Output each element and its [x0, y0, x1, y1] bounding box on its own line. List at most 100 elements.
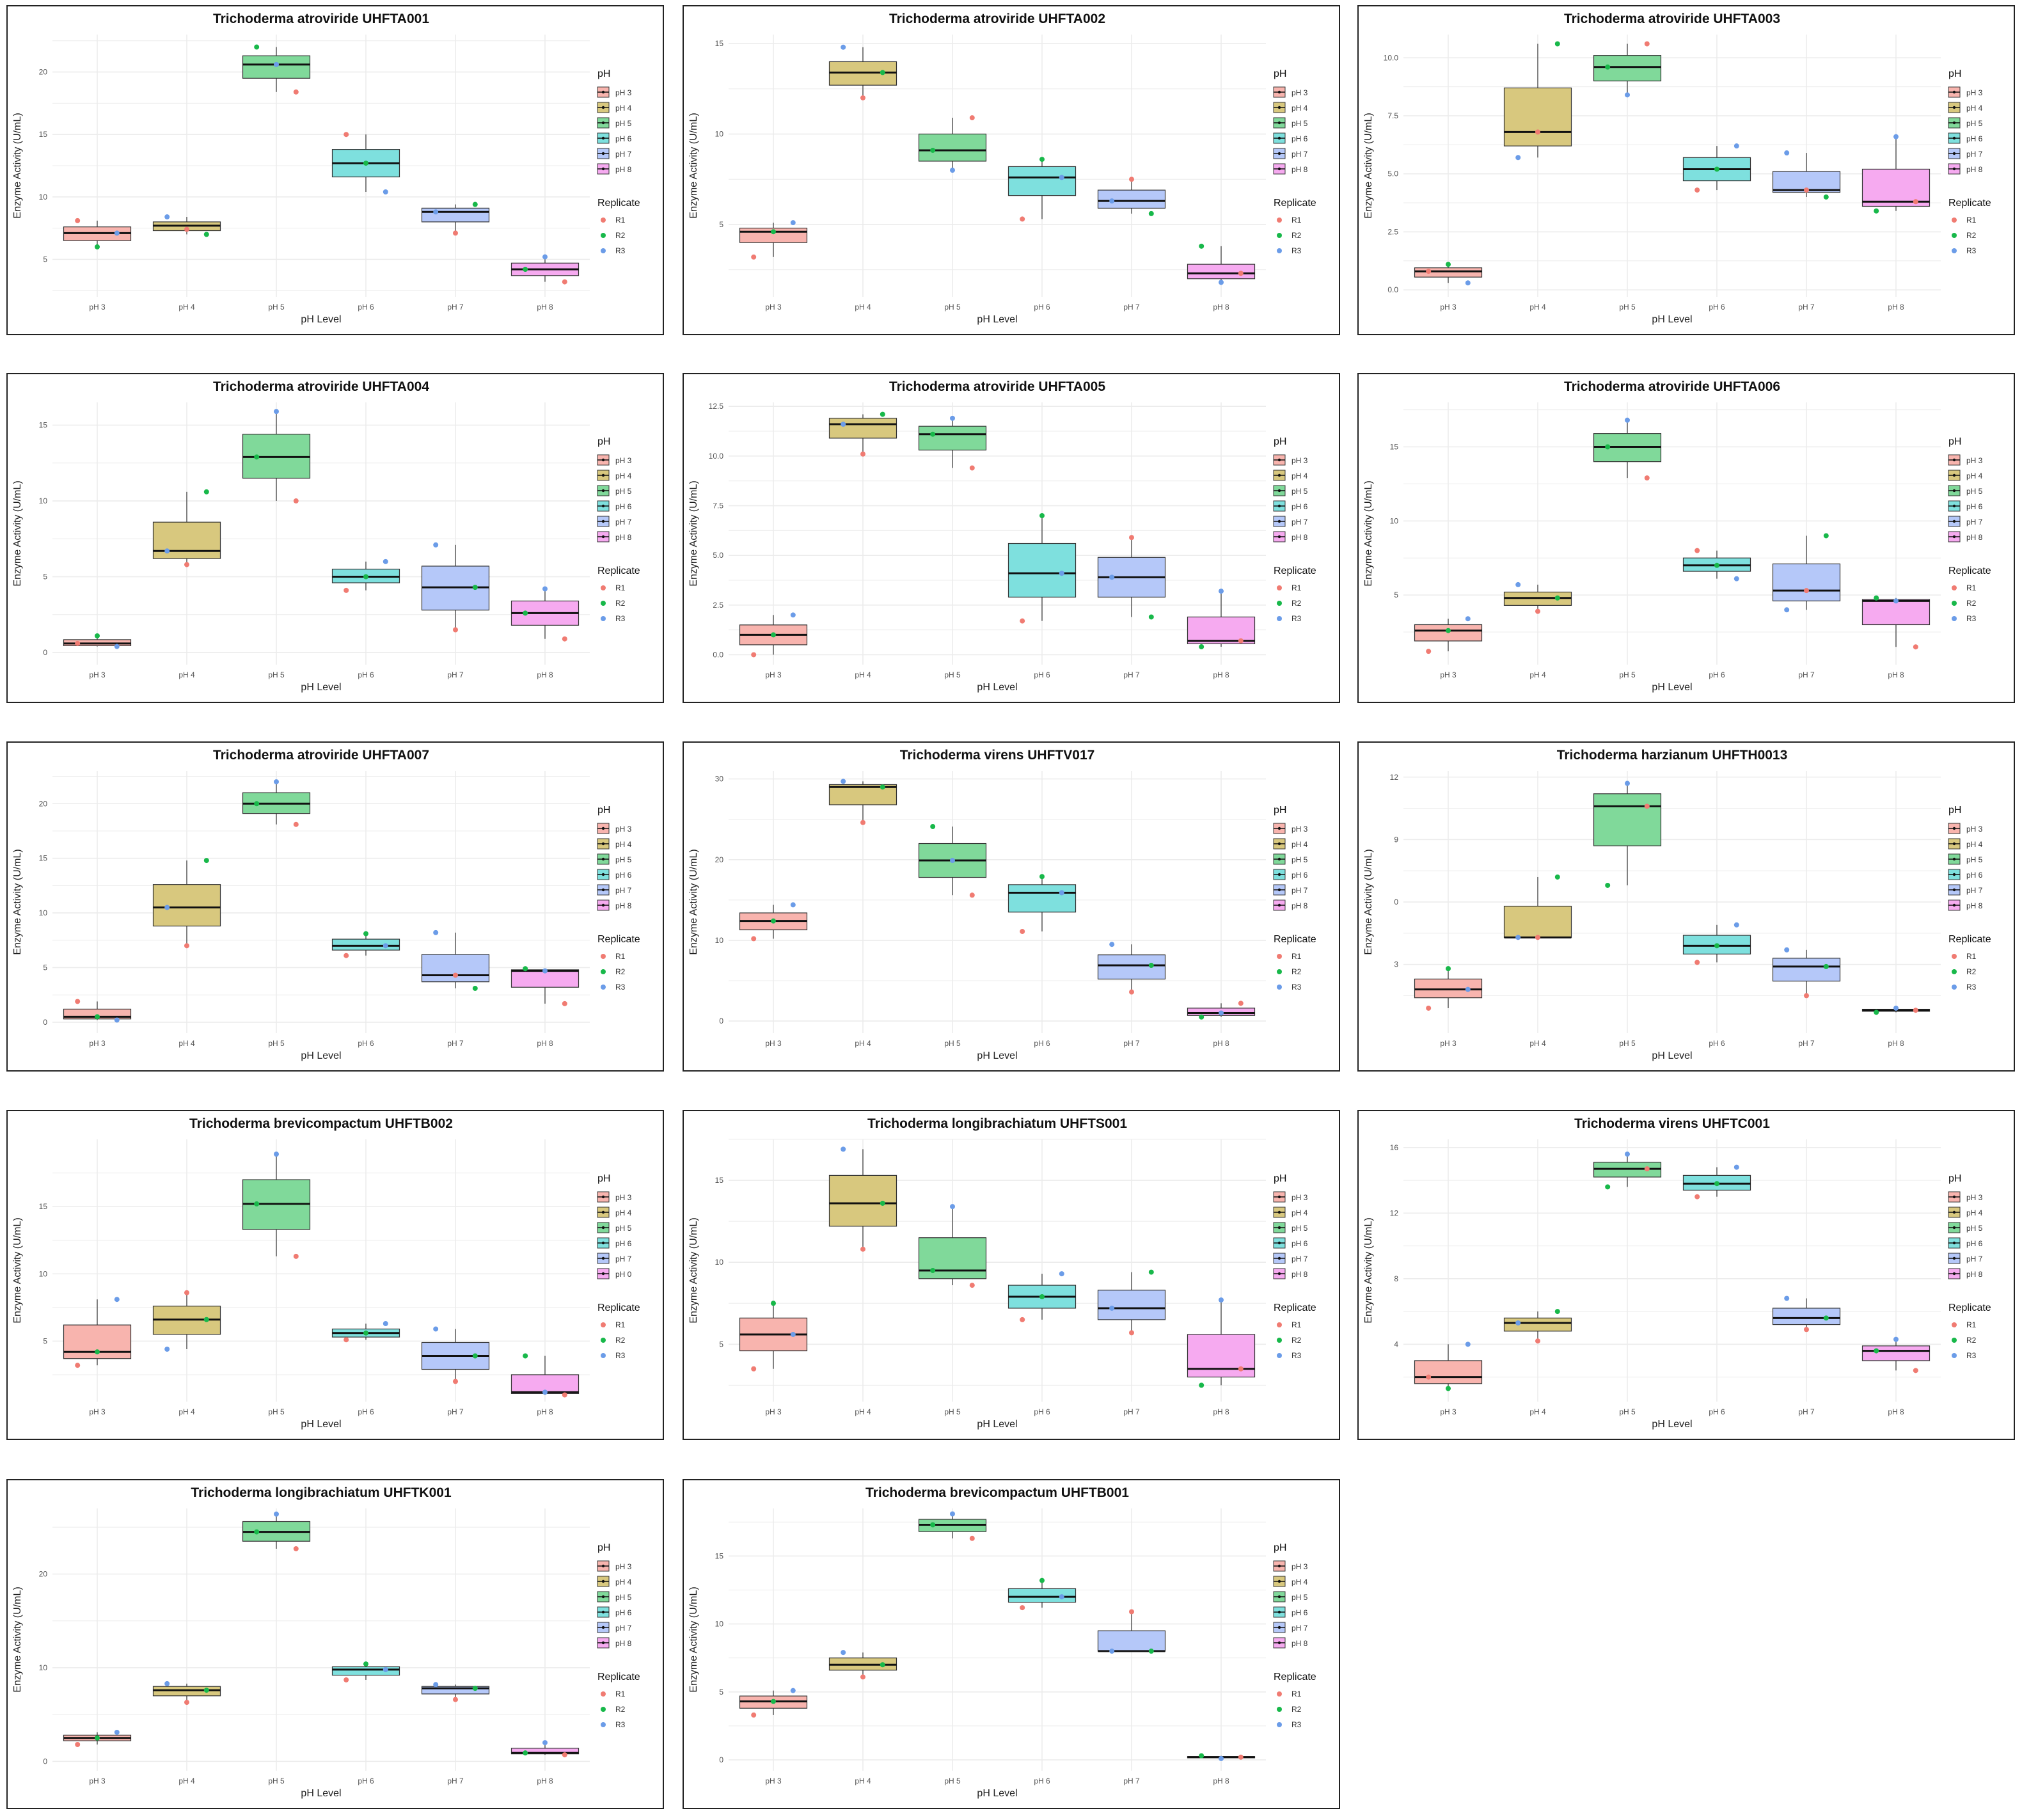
legend-key-dot [1277, 136, 1281, 140]
box-iqr [331, 1666, 400, 1676]
legend-title-replicate: Replicate [1274, 566, 1316, 576]
box-ph-3 [63, 635, 132, 647]
legend-label-replicate: R1 [615, 583, 626, 592]
replicate-point-r1 [1913, 644, 1918, 650]
x-tick-label: pH 7 [1123, 1039, 1140, 1048]
legend-label-replicate: R3 [1966, 1351, 1977, 1360]
y-tick-label: 8 [1394, 1274, 1398, 1283]
chart-panel: Trichoderma atroviride UHFTA004 0 5 10 15 pH … [6, 373, 664, 703]
replicate-point-r3 [1109, 1649, 1115, 1654]
y-axis-label: Enzyme Activity (U/mL) [12, 849, 23, 954]
legend-key-dot [601, 1610, 605, 1614]
legend-key-replicate [601, 1353, 606, 1358]
replicate-point-r2 [472, 1686, 478, 1691]
replicate-point-r2 [95, 244, 100, 249]
legend-key-replicate [601, 969, 606, 974]
y-axis-label: Enzyme Activity (U/mL) [12, 113, 23, 218]
y-axis-label: Enzyme Activity (U/mL) [688, 480, 699, 586]
box-ph-4 [828, 1149, 897, 1249]
x-tick-label: pH 4 [1529, 303, 1546, 312]
x-tick-label: pH 4 [855, 670, 871, 679]
x-axis-label: pH Level [977, 1050, 1017, 1061]
replicate-point-r2 [1823, 1315, 1829, 1321]
replicate-point-r3 [1625, 780, 1630, 786]
x-tick-label: pH 6 [1709, 1039, 1725, 1048]
legend-key-replicate [1952, 218, 1957, 223]
replicate-point-r3 [1784, 947, 1790, 953]
y-tick-label: 0.0 [713, 650, 723, 659]
x-tick-label: pH 4 [178, 1407, 195, 1416]
box-ph-4 [828, 781, 897, 823]
replicate-point-r2 [1605, 64, 1611, 70]
box-iqr [1097, 1630, 1166, 1652]
replicate-point-r2 [1148, 1649, 1154, 1654]
legend-label-ph: pH 3 [615, 1193, 632, 1202]
box-iqr [1593, 793, 1662, 846]
x-tick-label: pH 7 [1123, 1407, 1140, 1416]
legend-label-replicate: R1 [1291, 583, 1302, 592]
legend-key-replicate [1277, 1707, 1282, 1712]
chart-panel: Trichoderma atroviride UHFTA001 5 10 15 20 pH… [6, 5, 664, 335]
box-ph-4 [828, 1652, 897, 1677]
replicate-point-r1 [1129, 1330, 1134, 1336]
box-ph-4 [152, 217, 221, 235]
chart-title: Trichoderma harzianum UHFTH0013 [1557, 748, 1788, 763]
x-tick-label: pH 7 [447, 670, 464, 679]
x-tick-label: pH 4 [178, 1039, 195, 1048]
box-ph-4 [1503, 44, 1572, 158]
replicate-point-r3 [542, 1389, 548, 1395]
x-tick-label: pH 7 [1798, 670, 1815, 679]
legend-label-ph: pH 4 [1291, 104, 1308, 113]
x-tick-label: pH 5 [944, 670, 961, 679]
x-tick-label: pH 7 [1123, 670, 1140, 679]
replicate-point-r2 [771, 229, 776, 235]
legend-label-ph: pH 3 [1291, 88, 1308, 97]
replicate-point-r1 [75, 999, 81, 1004]
legend-label-ph: pH 6 [615, 1608, 632, 1617]
replicate-point-r3 [164, 214, 170, 220]
replicate-point-r2 [472, 1353, 478, 1359]
replicate-point-r1 [1238, 1754, 1244, 1760]
y-axis-label: Enzyme Activity (U/mL) [1363, 849, 1374, 954]
legend-key-replicate [1277, 969, 1282, 974]
legend-title-replicate: Replicate [1274, 934, 1316, 945]
replicate-point-r1 [75, 218, 81, 223]
replicate-point-r3 [1059, 1594, 1064, 1600]
x-tick-label: pH 4 [178, 1776, 195, 1785]
y-tick-label: 12.5 [709, 402, 724, 411]
y-tick-label: 10 [39, 1663, 48, 1672]
legend-label-replicate: R2 [615, 1336, 626, 1345]
y-tick-label: 5 [43, 963, 47, 972]
legend-label-replicate: R3 [615, 246, 626, 255]
x-tick-label: pH 7 [1798, 303, 1815, 312]
legend-label-replicate: R2 [615, 967, 626, 976]
y-axis-label: Enzyme Activity (U/mL) [12, 480, 23, 586]
legend-label-ph: pH 4 [1966, 840, 1983, 849]
legend-label-ph: pH 3 [1966, 1193, 1983, 1202]
box-ph-3 [63, 1299, 132, 1366]
replicate-point-r1 [751, 254, 757, 260]
box-ph-5 [242, 1154, 311, 1256]
box-ph-5 [242, 47, 311, 92]
x-tick-label: pH 3 [89, 1039, 106, 1048]
chart-panel: Trichoderma virens UHFTC001 4 8 12 16 pH 3 pH … [1357, 1110, 2015, 1440]
legend-key-dot [1277, 1579, 1281, 1583]
replicate-point-r2 [523, 966, 528, 972]
replicate-point-r1 [562, 1001, 567, 1006]
legend-label-ph: pH 8 [1291, 165, 1308, 174]
box-ph-7 [1097, 537, 1166, 617]
x-tick-label: pH 8 [537, 1039, 553, 1048]
replicate-point-r1 [562, 1752, 567, 1758]
legend-key-dot [601, 519, 605, 523]
chart-panel: Trichoderma brevicompactum UHFTB001 0 5 10 1… [683, 1479, 1340, 1809]
boxplot-svg: Trichoderma harzianum UHFTH0013 3 0 9 12 pH 3… [1363, 748, 1991, 1061]
replicate-point-r2 [203, 232, 209, 237]
legend-title-ph: pH [1274, 436, 1286, 447]
box-ph-4 [1503, 584, 1572, 612]
chart-panel: Trichoderma harzianum UHFTH0013 3 0 9 12 pH 3… [1357, 741, 2015, 1072]
box-ph-7 [1772, 949, 1841, 996]
legend-label-replicate: R1 [1966, 952, 1977, 961]
x-axis-label: pH Level [1652, 1050, 1692, 1061]
x-tick-label: pH 5 [268, 1407, 285, 1416]
legend-label-replicate: R1 [1966, 1320, 1977, 1329]
